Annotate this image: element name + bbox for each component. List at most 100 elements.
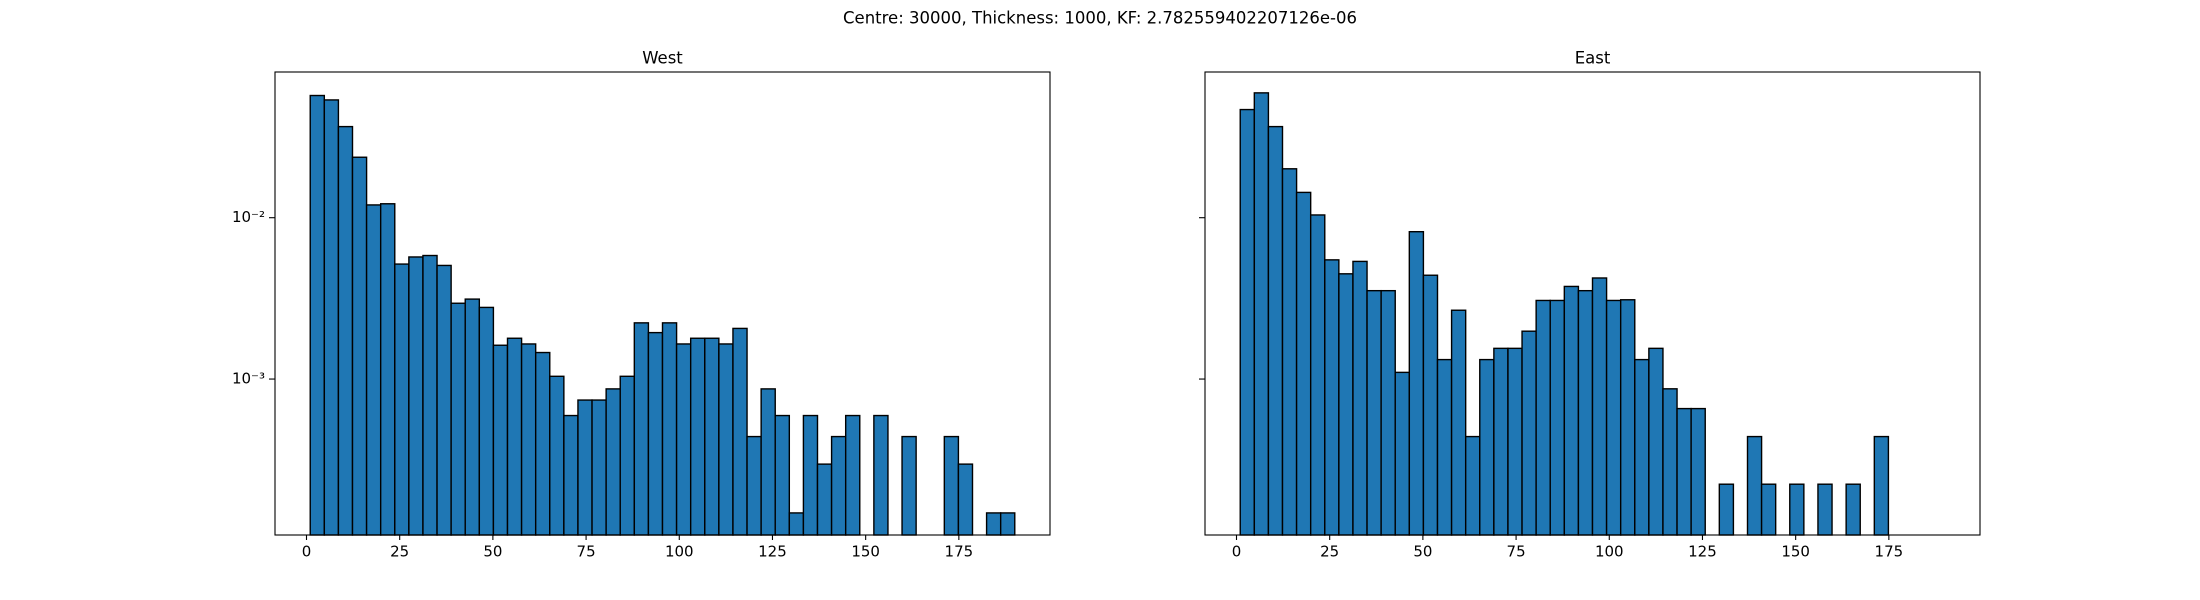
bar <box>619 375 636 536</box>
bar <box>422 254 438 536</box>
bar <box>365 204 382 536</box>
bar <box>1366 289 1382 536</box>
bar <box>1563 285 1580 536</box>
bar <box>1521 330 1537 536</box>
x-tick-label: 175 <box>945 543 974 561</box>
axes-title: East <box>1575 49 1611 68</box>
bar <box>1845 483 1861 536</box>
bar <box>844 414 861 536</box>
bar <box>1295 191 1312 536</box>
bar <box>1450 309 1467 536</box>
bar <box>873 414 889 536</box>
bar <box>732 327 748 536</box>
bar <box>1549 299 1566 536</box>
bar <box>816 463 833 536</box>
bar <box>1309 214 1326 536</box>
bar <box>901 435 917 536</box>
x-tick-label: 50 <box>483 543 502 561</box>
bar <box>1873 435 1890 536</box>
bar <box>534 351 551 536</box>
figure-title: Centre: 30000, Thickness: 1000, KF: 2.78… <box>843 9 1357 28</box>
bar <box>492 344 509 536</box>
bar <box>577 399 593 536</box>
x-tick-label: 25 <box>390 543 409 561</box>
axes-title: West <box>642 49 683 68</box>
x-tick-label: 150 <box>851 543 880 561</box>
bar <box>1577 289 1594 536</box>
bar <box>1281 168 1298 536</box>
bar <box>802 414 819 536</box>
bar <box>957 463 974 536</box>
bar <box>1239 108 1256 536</box>
x-tick-label: 25 <box>1320 543 1339 561</box>
bar <box>830 435 847 536</box>
bar <box>1507 347 1523 536</box>
bar <box>1648 347 1664 536</box>
bar <box>309 94 326 536</box>
bar <box>1464 435 1481 536</box>
bar <box>661 322 678 536</box>
bar <box>1394 371 1411 536</box>
x-tick-label: 0 <box>1232 543 1242 561</box>
bar <box>1662 388 1678 536</box>
bar <box>1760 483 1777 536</box>
bar <box>450 302 466 536</box>
bar <box>760 388 776 536</box>
bar <box>689 337 706 536</box>
bar <box>1436 358 1453 536</box>
bar <box>591 399 607 536</box>
bar <box>999 512 1016 536</box>
bar <box>1634 358 1650 536</box>
x-tick-label: 175 <box>1875 543 1904 561</box>
bar <box>1253 92 1270 536</box>
bar <box>675 343 692 536</box>
bar <box>1422 274 1439 536</box>
bar <box>379 203 396 536</box>
y-tick-label: 10⁻³ <box>232 370 265 388</box>
bar <box>774 414 791 536</box>
bar <box>563 414 579 536</box>
bar <box>408 256 424 536</box>
bar <box>1676 407 1692 536</box>
bar <box>1605 299 1622 536</box>
axes-frame <box>1204 71 1981 536</box>
bar <box>1619 299 1636 536</box>
bar <box>1746 435 1763 536</box>
bar <box>1493 347 1509 536</box>
x-tick-label: 75 <box>1507 543 1526 561</box>
axes-frame <box>274 71 1051 536</box>
bar <box>1267 125 1284 536</box>
bar <box>506 337 523 536</box>
bar <box>478 306 495 536</box>
bar <box>464 298 481 536</box>
x-tick-label: 50 <box>1413 543 1432 561</box>
x-tick-label: 150 <box>1781 543 1810 561</box>
bar <box>323 99 340 536</box>
bar <box>520 343 537 536</box>
x-tick-label: 100 <box>665 543 694 561</box>
y-tick-label: 10⁻² <box>232 208 265 226</box>
x-tick-label: 125 <box>1688 543 1717 561</box>
bar <box>1380 289 1396 536</box>
bar <box>788 512 805 536</box>
bar <box>1591 277 1608 536</box>
bar <box>718 343 734 536</box>
bar <box>1338 273 1354 536</box>
bar <box>1690 407 1706 536</box>
bar <box>1408 230 1425 536</box>
x-tick-label: 75 <box>577 543 596 561</box>
bar <box>704 337 720 536</box>
bar <box>746 435 762 536</box>
bar <box>1479 358 1495 536</box>
bar <box>351 156 368 536</box>
bar <box>394 263 410 536</box>
bar <box>605 388 621 536</box>
bar <box>647 331 664 536</box>
bar <box>1324 259 1340 536</box>
bar <box>1535 299 1551 536</box>
bar <box>985 512 1002 536</box>
bar <box>943 435 960 536</box>
x-tick-label: 100 <box>1595 543 1624 561</box>
bar <box>1789 483 1805 536</box>
